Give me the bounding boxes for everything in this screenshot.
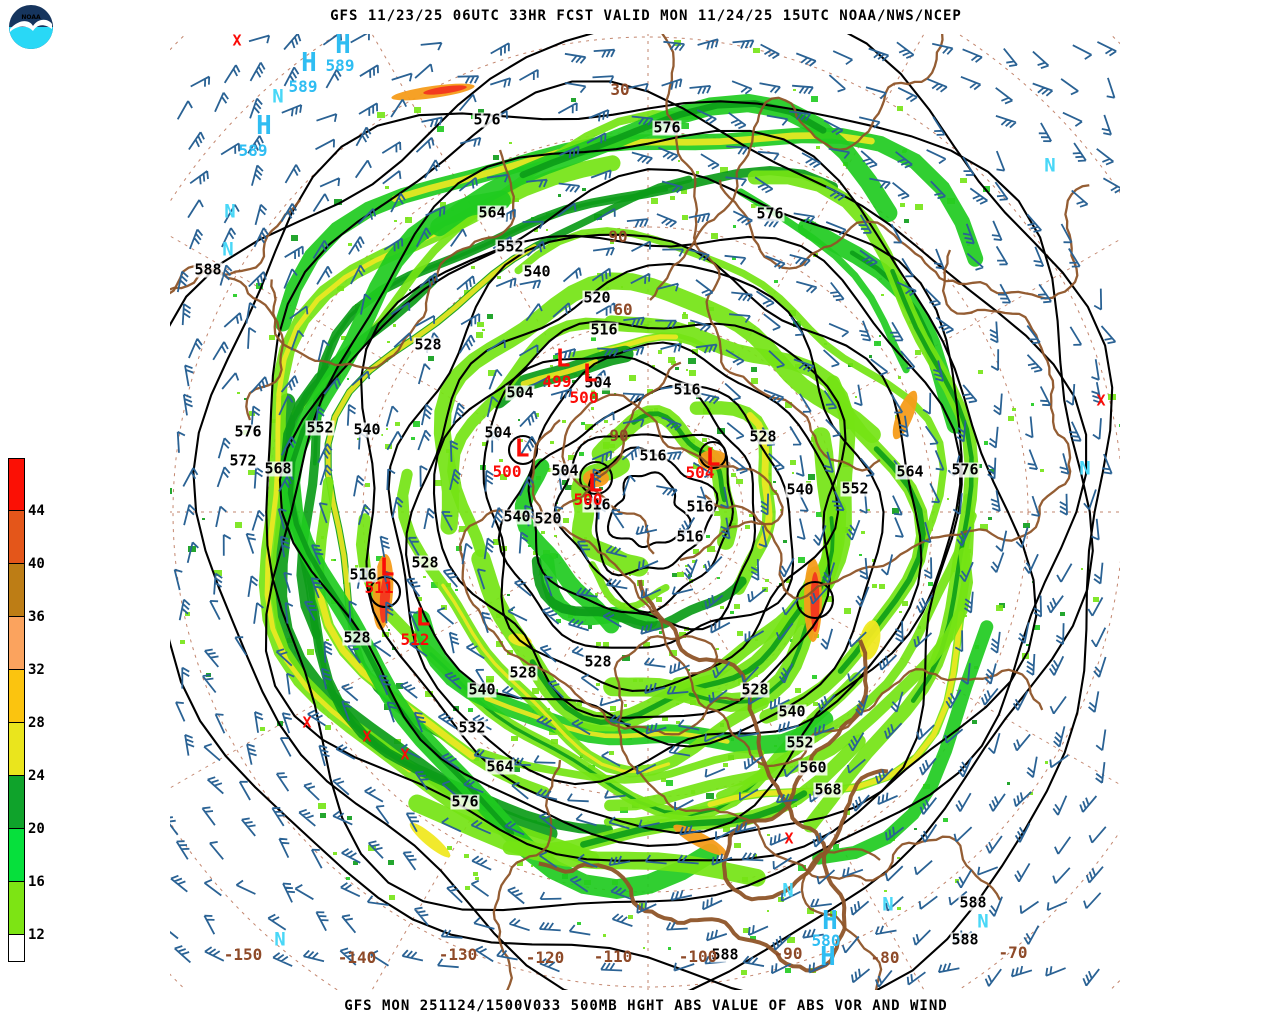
colorbar-segment [8, 617, 25, 670]
colorbar-segment [8, 564, 25, 617]
bottom-title: GFS MON 251124/1500V033 500MB HGHT ABS V… [344, 998, 948, 1014]
colorbar-segment [8, 458, 25, 511]
colorbar-tick-label: 28 [28, 715, 45, 731]
colorbar-tick-label: 36 [28, 609, 45, 625]
colorbar-segment [8, 670, 25, 723]
noaa-logo-image: NOAA [9, 5, 53, 49]
noaa-logo-text: NOAA [21, 14, 41, 21]
colorbar-tick-label: 24 [28, 768, 45, 784]
colorbar-segment [8, 511, 25, 564]
colorbar-tick-label: 40 [28, 556, 45, 572]
colorbar-tick-label: 44 [28, 503, 45, 519]
colorbar-tick-label: 20 [28, 821, 45, 837]
colorbar-tick-label: 32 [28, 662, 45, 678]
colorbar-segment [8, 829, 25, 882]
colorbar-segment [8, 723, 25, 776]
colorbar-tick-label: 12 [28, 927, 45, 943]
top-title: GFS 11/23/25 06UTC 33HR FCST VALID MON 1… [330, 8, 962, 24]
noaa-logo: NOAA [8, 4, 54, 50]
colorbar-segment [8, 882, 25, 935]
colorbar-segment [8, 776, 25, 829]
colorbar-segment [8, 935, 25, 962]
colorbar-tick-label: 16 [28, 874, 45, 890]
